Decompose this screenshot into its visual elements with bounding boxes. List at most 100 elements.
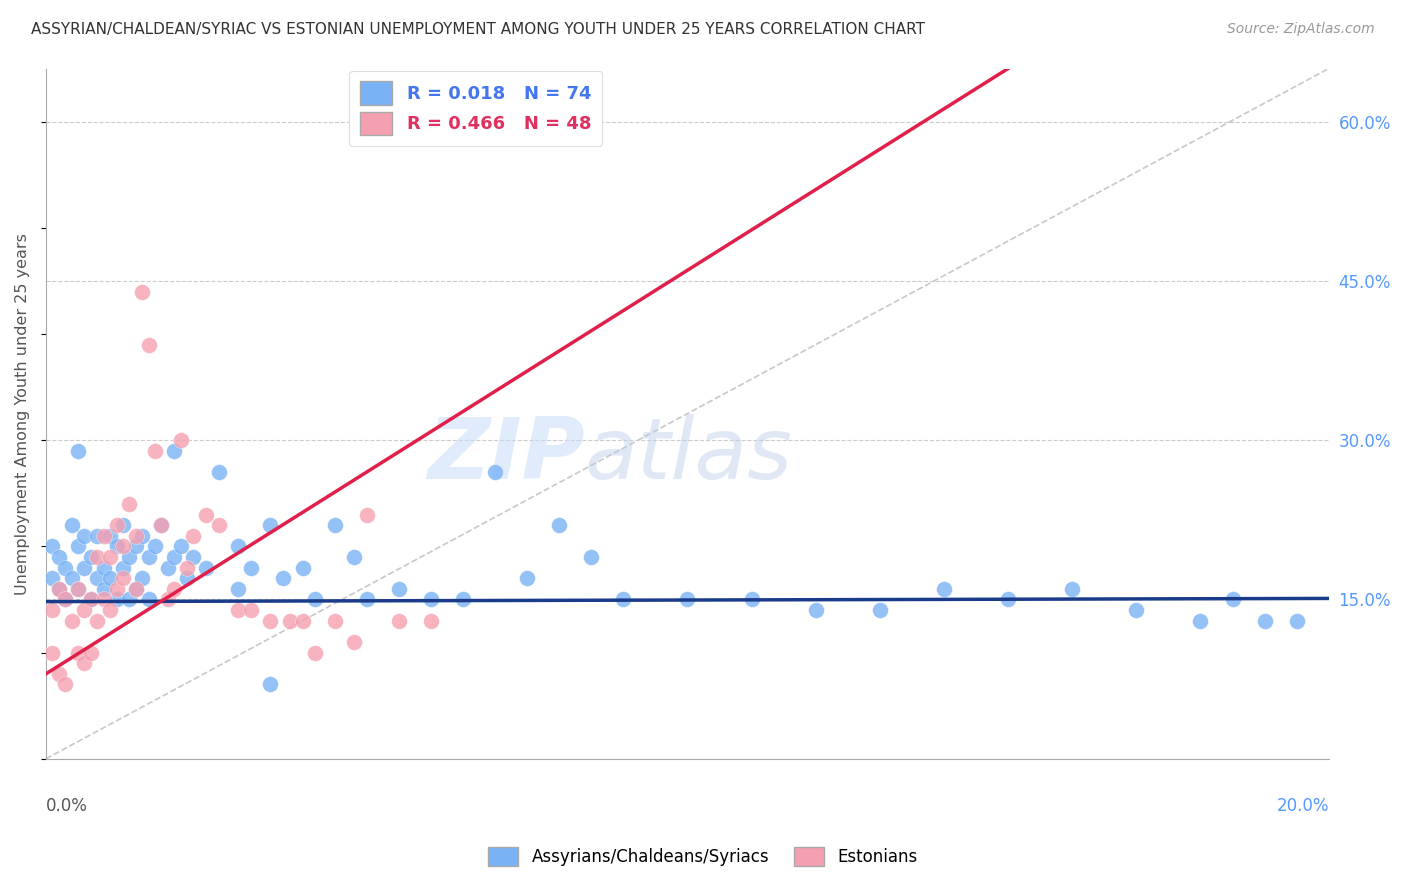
Point xyxy=(323,614,346,628)
Point xyxy=(304,592,326,607)
Point xyxy=(579,549,602,564)
Point xyxy=(67,646,90,660)
Point xyxy=(60,614,83,628)
Point xyxy=(41,603,63,617)
Point xyxy=(176,571,198,585)
Point xyxy=(60,518,83,533)
Text: atlas: atlas xyxy=(585,414,793,497)
Point xyxy=(105,518,128,533)
Point xyxy=(41,646,63,660)
Point xyxy=(163,443,186,458)
Point xyxy=(93,529,115,543)
Point xyxy=(118,549,141,564)
Point xyxy=(138,549,160,564)
Point xyxy=(343,635,366,649)
Point xyxy=(208,518,231,533)
Point xyxy=(118,592,141,607)
Point xyxy=(111,540,134,554)
Point xyxy=(48,549,70,564)
Point xyxy=(125,582,148,596)
Point xyxy=(291,614,314,628)
Point xyxy=(183,529,205,543)
Point xyxy=(150,518,173,533)
Point xyxy=(125,540,148,554)
Point xyxy=(278,614,301,628)
Point xyxy=(111,560,134,574)
Text: 20.0%: 20.0% xyxy=(1277,797,1329,814)
Point xyxy=(131,571,153,585)
Point xyxy=(343,549,366,564)
Point xyxy=(208,465,231,479)
Point xyxy=(67,540,90,554)
Point xyxy=(125,529,148,543)
Point xyxy=(1125,603,1147,617)
Point xyxy=(131,529,153,543)
Point xyxy=(163,549,186,564)
Point xyxy=(86,549,108,564)
Point xyxy=(80,592,103,607)
Point xyxy=(228,540,250,554)
Point xyxy=(240,560,263,574)
Point xyxy=(98,571,121,585)
Point xyxy=(419,592,441,607)
Point xyxy=(804,603,827,617)
Point xyxy=(111,518,134,533)
Point xyxy=(356,508,378,522)
Point xyxy=(388,582,411,596)
Point xyxy=(98,549,121,564)
Point xyxy=(169,433,191,447)
Point xyxy=(259,518,281,533)
Legend: R = 0.018   N = 74, R = 0.466   N = 48: R = 0.018 N = 74, R = 0.466 N = 48 xyxy=(349,70,602,146)
Point xyxy=(53,592,76,607)
Point xyxy=(176,560,198,574)
Point xyxy=(41,540,63,554)
Legend: Assyrians/Chaldeans/Syriacs, Estonians: Assyrians/Chaldeans/Syriacs, Estonians xyxy=(482,840,924,873)
Point xyxy=(125,582,148,596)
Point xyxy=(548,518,571,533)
Point xyxy=(86,529,108,543)
Point xyxy=(228,603,250,617)
Point xyxy=(131,285,153,299)
Point xyxy=(259,614,281,628)
Point xyxy=(53,560,76,574)
Point xyxy=(228,582,250,596)
Point xyxy=(48,582,70,596)
Point xyxy=(612,592,634,607)
Point xyxy=(73,529,96,543)
Point xyxy=(67,582,90,596)
Point xyxy=(53,677,76,691)
Point xyxy=(93,592,115,607)
Point xyxy=(98,529,121,543)
Point xyxy=(143,540,166,554)
Point xyxy=(156,592,179,607)
Point xyxy=(451,592,474,607)
Point xyxy=(41,571,63,585)
Point xyxy=(105,582,128,596)
Text: 0.0%: 0.0% xyxy=(46,797,87,814)
Point xyxy=(60,571,83,585)
Point xyxy=(48,582,70,596)
Point xyxy=(105,592,128,607)
Point xyxy=(741,592,763,607)
Point xyxy=(80,646,103,660)
Point xyxy=(80,549,103,564)
Point xyxy=(304,646,326,660)
Point xyxy=(1222,592,1244,607)
Point xyxy=(93,560,115,574)
Point xyxy=(48,666,70,681)
Point xyxy=(195,560,218,574)
Point xyxy=(73,560,96,574)
Point xyxy=(163,582,186,596)
Point xyxy=(1062,582,1084,596)
Text: ZIP: ZIP xyxy=(427,414,585,497)
Point xyxy=(73,603,96,617)
Point xyxy=(138,337,160,351)
Point xyxy=(516,571,538,585)
Point xyxy=(118,497,141,511)
Point xyxy=(271,571,294,585)
Point xyxy=(1253,614,1275,628)
Point xyxy=(240,603,263,617)
Y-axis label: Unemployment Among Youth under 25 years: Unemployment Among Youth under 25 years xyxy=(15,233,30,595)
Point xyxy=(156,560,179,574)
Point xyxy=(183,549,205,564)
